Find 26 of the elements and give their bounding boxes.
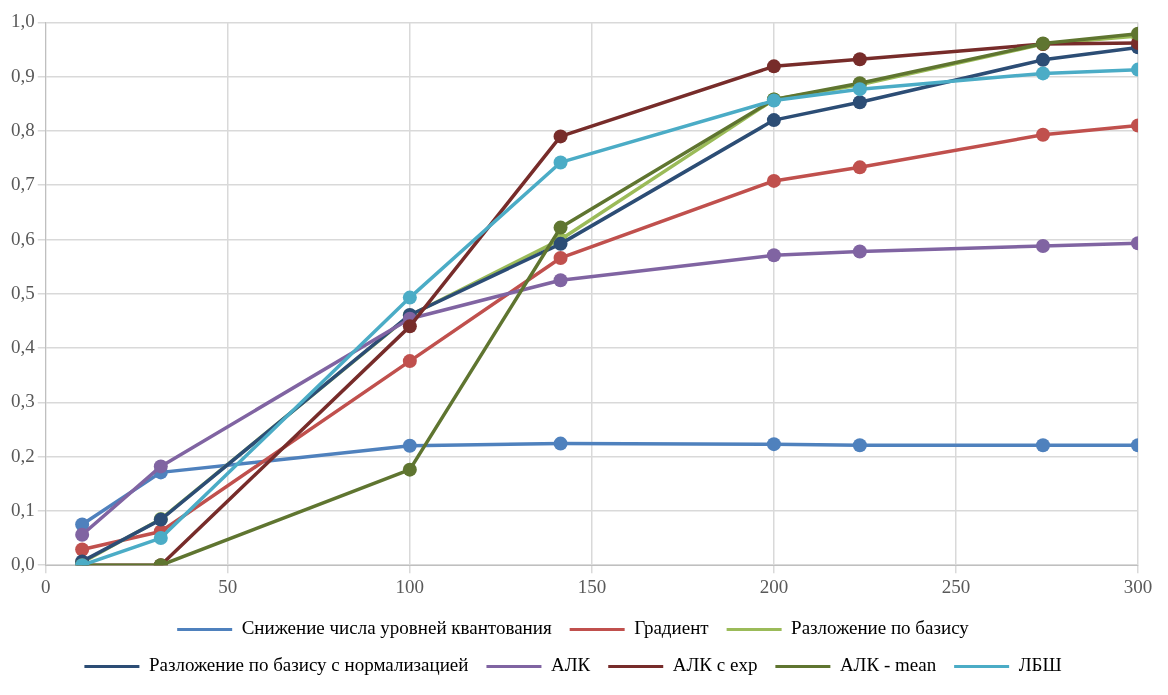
y-tick-label: 0,8 [11,118,35,140]
x-tick-label: 50 [218,575,238,597]
y-tick-label: 0,2 [11,444,35,466]
legend-label: Разложение по базису с нормализацией [148,654,469,676]
y-tick-label: 0,9 [11,64,35,86]
x-tick-label: 200 [759,575,789,597]
y-tick-label: 1,0 [11,10,35,32]
y-tick-label: 0,0 [11,553,35,575]
legend-label: АЛК с exp [672,654,758,676]
y-tick-label: 0,4 [11,336,36,358]
y-tick-label: 0,6 [11,227,35,249]
x-tick-label: 100 [395,575,425,597]
legend-label: Снижение числа уровней квантования [241,617,552,639]
y-tick-label: 0,1 [11,498,35,520]
y-tick-label: 0,7 [11,173,35,195]
x-tick-label: 0 [41,575,51,597]
legend-label: Разложение по базису [791,617,970,639]
legend-label: ЛБШ [1018,654,1062,676]
x-tick-label: 150 [577,575,607,597]
y-tick-label: 0,5 [11,281,35,303]
y-tick-label: 0,3 [11,390,35,412]
legend-label: АЛК - mean [839,654,937,676]
legend-label: Градиент [634,617,710,639]
legend-label: АЛК [550,654,591,676]
x-tick-label: 250 [941,575,971,597]
x-tick-label: 300 [1123,575,1153,597]
